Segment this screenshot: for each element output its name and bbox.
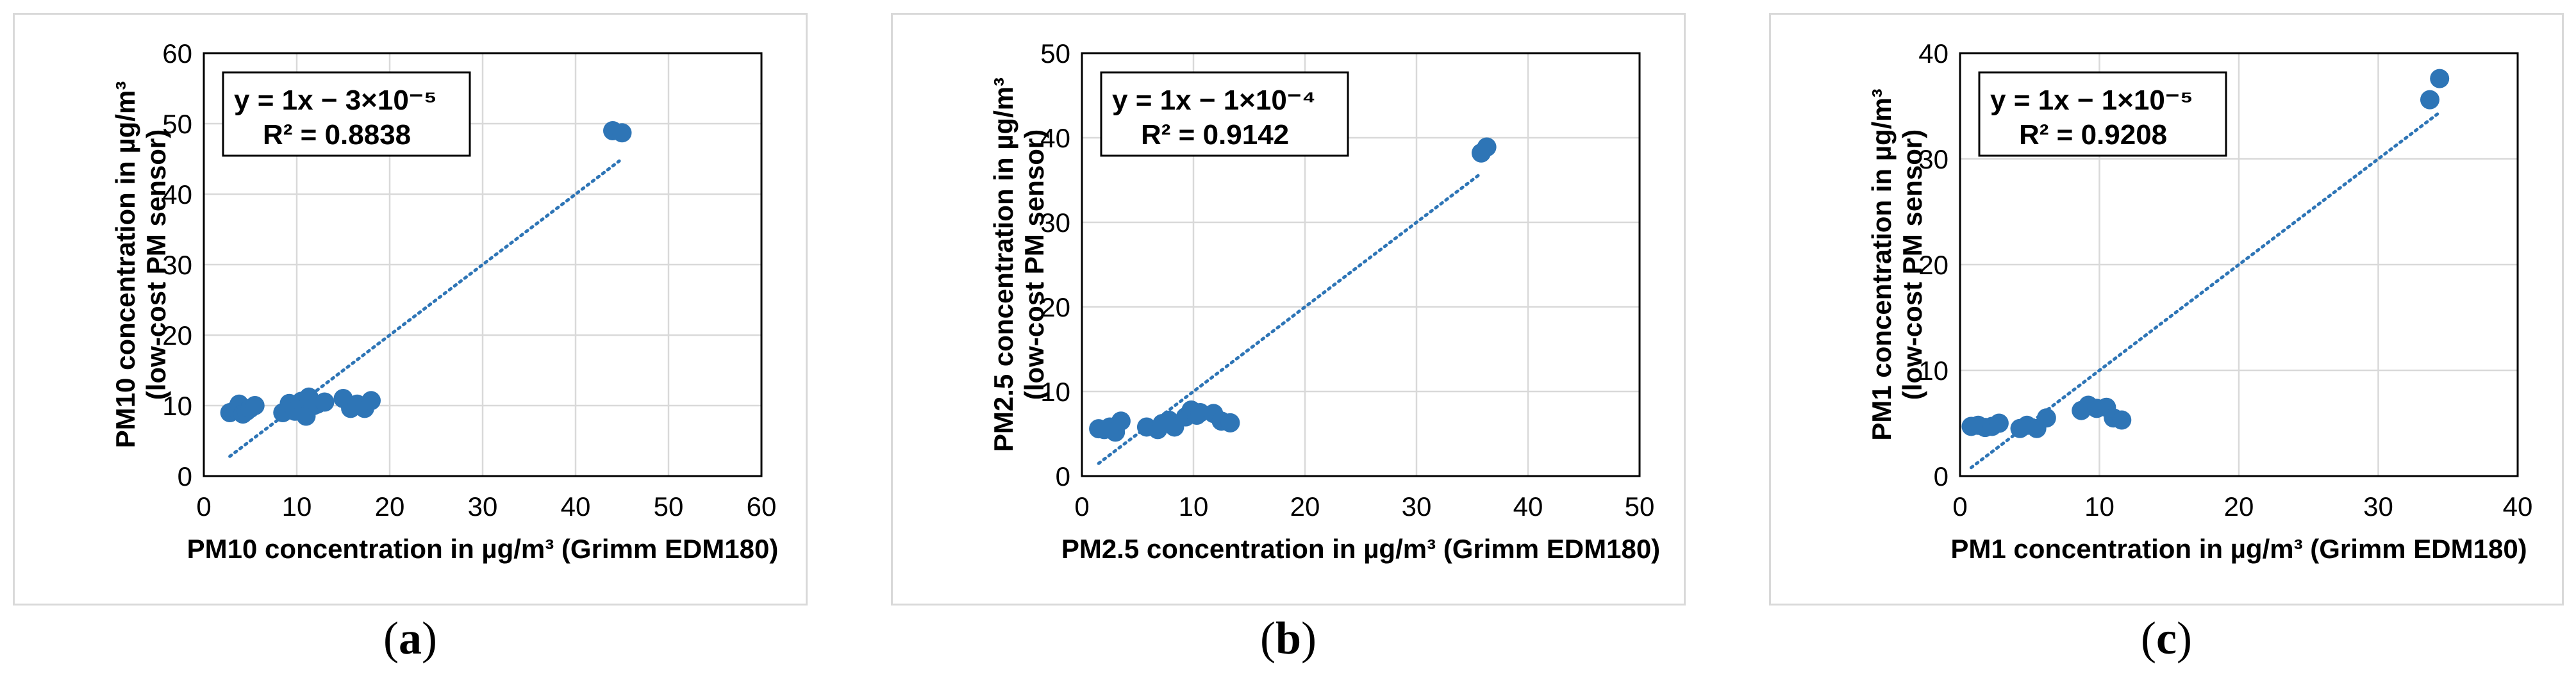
y-tick-label: 60 — [162, 38, 192, 69]
y-tick-label: 50 — [162, 109, 192, 139]
data-point — [361, 391, 381, 411]
chart-frame-c: 0 10 20 30 40 0 10 20 30 40 PM1 concentration in µ… — [1769, 13, 2564, 606]
data-point — [1477, 137, 1497, 157]
x-axis-label: PM10 concentration in µg/m³ (Grimm EDM18… — [187, 534, 779, 564]
y-axis-label-line1: PM1 concentration in µg/m³ — [1866, 88, 1897, 440]
trendline-equation: y = 1x − 3×10⁻⁵ — [234, 85, 437, 116]
y-tick-label: 0 — [178, 461, 192, 491]
plot-area-border — [1081, 52, 1641, 477]
x-tick-label: 30 — [1402, 491, 1432, 522]
y-tick-label: 10 — [1040, 377, 1070, 407]
caption-a: (a) — [383, 613, 437, 664]
x-tick-label: 0 — [1952, 491, 1967, 522]
y-tick-label: 20 — [1918, 250, 1949, 280]
x-tick-label: 10 — [2084, 491, 2115, 522]
x-axis-label: PM1 concentration in µg/m³ (Grimm EDM180… — [1950, 534, 2527, 564]
data-point — [1989, 413, 2009, 433]
y-tick-label: 40 — [1918, 38, 1949, 69]
data-point — [2036, 408, 2056, 428]
x-tick-label: 50 — [1625, 491, 1655, 522]
panel-a: 0 10 20 30 40 50 60 0 10 20 30 40 50 60 PM10 concentra… — [0, 0, 859, 692]
y-axis-label-line2: (low-cost PM sensor) — [1019, 129, 1049, 400]
y-tick-label: 0 — [1056, 461, 1070, 491]
trendline — [1969, 111, 2440, 470]
x-tick-label: 50 — [654, 491, 684, 522]
panel-b: 0 10 20 30 40 50 0 10 20 30 40 50 PM2.5 concentratio… — [878, 0, 1737, 692]
x-tick-label: 40 — [1513, 491, 1543, 522]
panel-c: 0 10 20 30 40 0 10 20 30 40 PM1 concentration in µ… — [1756, 0, 2576, 692]
caption-c: (c) — [2141, 613, 2192, 664]
x-tick-label: 60 — [747, 491, 777, 522]
x-tick-label: 0 — [1074, 491, 1089, 522]
y-tick-label: 30 — [162, 250, 192, 280]
data-point — [2112, 410, 2132, 430]
equation-box — [1978, 71, 2227, 157]
x-tick-label: 30 — [2363, 491, 2393, 522]
x-tick-label: 0 — [196, 491, 211, 522]
y-tick-label: 40 — [162, 179, 192, 210]
y-tick-label: 40 — [1040, 123, 1070, 153]
y-axis-label-line1: PM2.5 concentration in µg/m³ — [988, 78, 1018, 452]
equation-box — [1100, 71, 1349, 157]
scatter-chart-c: 0 10 20 30 40 0 10 20 30 40 PM1 concentration in µ… — [1866, 38, 2533, 564]
equation-box — [222, 71, 471, 157]
x-tick-label: 30 — [468, 491, 498, 522]
data-point — [245, 396, 265, 415]
caption-b: (b) — [1259, 613, 1317, 664]
y-tick-label: 50 — [1040, 38, 1070, 69]
data-point — [315, 392, 335, 412]
data-point — [612, 123, 632, 143]
scatter-chart-b: 0 10 20 30 40 50 0 10 20 30 40 50 PM2.5 concentratio… — [988, 38, 1660, 564]
trendline-equation: y = 1x − 1×10⁻⁴ — [1112, 85, 1316, 116]
chart-frame-b: 0 10 20 30 40 50 0 10 20 30 40 50 PM2.5 concentratio… — [891, 13, 1686, 606]
plot-area-border — [1959, 52, 2519, 477]
r-squared: R² = 0.9208 — [2019, 119, 2167, 151]
r-squared: R² = 0.8838 — [263, 119, 411, 151]
x-tick-label: 20 — [1290, 491, 1320, 522]
x-tick-label: 10 — [1179, 491, 1209, 522]
x-tick-label: 20 — [2224, 491, 2254, 522]
y-tick-label: 30 — [1918, 144, 1949, 174]
x-tick-label: 40 — [2503, 491, 2533, 522]
y-tick-label: 10 — [1918, 356, 1949, 386]
x-tick-label: 20 — [375, 491, 405, 522]
trendline-equation: y = 1x − 1×10⁻⁵ — [1990, 85, 2193, 116]
data-point — [1111, 411, 1131, 431]
data-point — [2430, 69, 2450, 88]
x-axis-label: PM2.5 concentration in µg/m³ (Grimm EDM1… — [1061, 534, 1660, 564]
y-tick-label: 10 — [162, 391, 192, 421]
y-tick-label: 20 — [162, 320, 192, 350]
y-tick-label: 0 — [1934, 461, 1949, 491]
y-axis-label-line2: (low-cost PM sensor) — [141, 129, 171, 400]
x-tick-label: 10 — [282, 491, 312, 522]
y-tick-label: 20 — [1040, 292, 1070, 322]
scatter-chart-a: 0 10 20 30 40 50 60 0 10 20 30 40 50 60 PM10 concentra… — [110, 38, 779, 564]
plot-area-border — [203, 52, 763, 477]
chart-frame-a: 0 10 20 30 40 50 60 0 10 20 30 40 50 60 PM10 concentra… — [13, 13, 808, 606]
x-tick-label: 40 — [561, 491, 591, 522]
trendline — [228, 159, 621, 458]
r-squared: R² = 0.9142 — [1141, 119, 1289, 151]
y-axis-label-line2: (low-cost PM sensor) — [1897, 129, 1927, 400]
data-point — [1220, 413, 1240, 432]
data-point — [2420, 90, 2439, 110]
y-axis-label-line1: PM10 concentration in µg/m³ — [110, 81, 140, 449]
y-tick-label: 30 — [1040, 208, 1070, 238]
